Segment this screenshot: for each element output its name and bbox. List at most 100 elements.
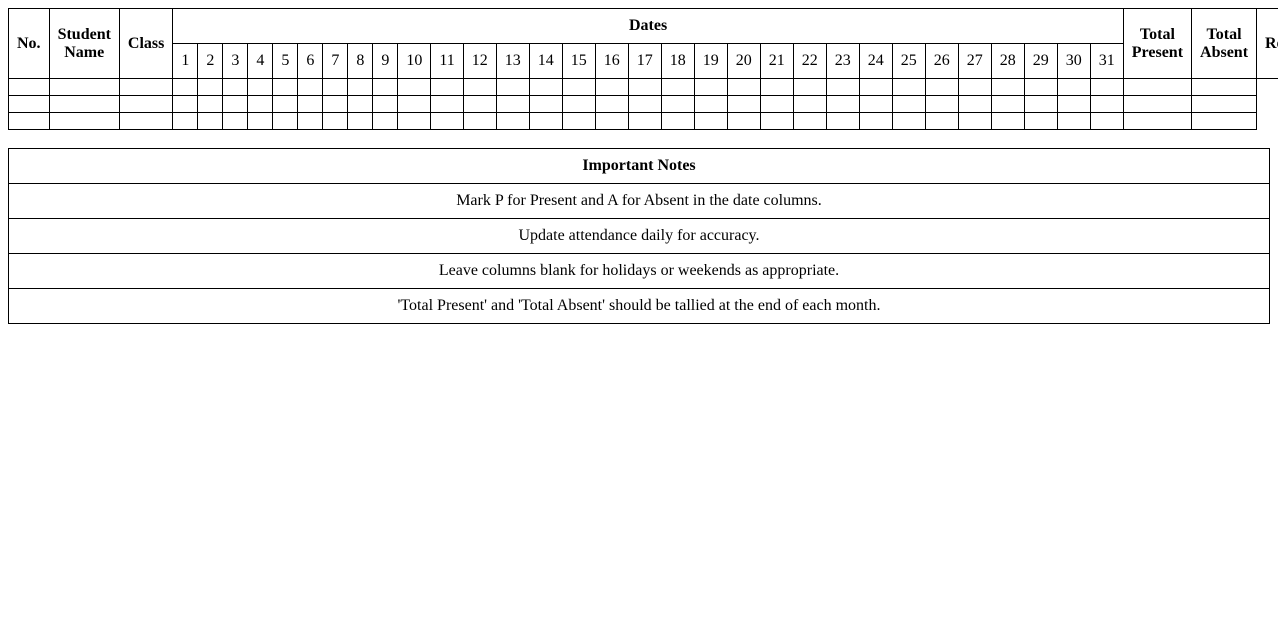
day-header: 8 xyxy=(347,43,374,79)
cell xyxy=(660,78,695,96)
cell xyxy=(48,78,120,96)
cell xyxy=(397,78,432,96)
attendance-body xyxy=(8,78,1278,130)
note-row: Mark P for Present and A for Absent in t… xyxy=(8,183,1270,219)
cell xyxy=(792,78,827,96)
cell xyxy=(957,95,992,113)
cell xyxy=(430,112,464,130)
header-dates: Dates xyxy=(172,8,1124,44)
cell xyxy=(594,78,629,96)
header-class: Class xyxy=(118,8,174,79)
cell xyxy=(759,78,794,96)
cell xyxy=(222,112,249,130)
cell xyxy=(48,95,120,113)
note-row: 'Total Present' and 'Total Absent' shoul… xyxy=(8,288,1270,324)
cell xyxy=(660,95,695,113)
cell xyxy=(627,78,662,96)
cell xyxy=(372,95,399,113)
cell xyxy=(372,112,399,130)
cell xyxy=(693,112,728,130)
notes-title: Important Notes xyxy=(8,148,1270,184)
cell xyxy=(1089,95,1124,113)
cell xyxy=(495,95,530,113)
header-total-absent: Total Absent xyxy=(1191,8,1258,79)
cell xyxy=(197,78,224,96)
cell xyxy=(990,78,1025,96)
day-header: 1 xyxy=(172,43,199,79)
header-student-name: Student Name xyxy=(48,8,120,79)
cell xyxy=(858,95,893,113)
cell xyxy=(430,95,464,113)
cell xyxy=(660,112,695,130)
day-header: 30 xyxy=(1056,43,1091,79)
cell xyxy=(858,78,893,96)
day-header: 11 xyxy=(430,43,464,79)
cell xyxy=(322,78,349,96)
cell xyxy=(924,78,959,96)
cell xyxy=(172,95,199,113)
day-header: 3 xyxy=(222,43,249,79)
student-row xyxy=(8,78,1278,96)
cell xyxy=(462,95,497,113)
day-header: 24 xyxy=(858,43,893,79)
cell xyxy=(891,95,926,113)
cell xyxy=(222,78,249,96)
cell xyxy=(528,95,563,113)
day-header: 20 xyxy=(726,43,761,79)
cell xyxy=(858,112,893,130)
cell xyxy=(957,112,992,130)
cell xyxy=(1056,112,1091,130)
cell xyxy=(693,95,728,113)
cell xyxy=(825,95,860,113)
note: Leave columns blank for holidays or week… xyxy=(8,253,1270,289)
cell xyxy=(495,112,530,130)
cell xyxy=(222,95,249,113)
day-header: 9 xyxy=(372,43,399,79)
header-total-present: Total Present xyxy=(1122,8,1193,79)
cell xyxy=(118,95,174,113)
day-header: 12 xyxy=(462,43,497,79)
cell xyxy=(561,78,596,96)
day-header: 18 xyxy=(660,43,695,79)
day-header: 15 xyxy=(561,43,596,79)
cell xyxy=(347,112,374,130)
cell xyxy=(495,78,530,96)
student-row xyxy=(8,112,1278,130)
cell xyxy=(726,112,761,130)
attendance-table: No. Student Name Class Dates Total Prese… xyxy=(8,8,1278,130)
cell xyxy=(990,95,1025,113)
cell xyxy=(297,78,324,96)
day-header: 10 xyxy=(397,43,432,79)
cell xyxy=(1023,112,1058,130)
cell xyxy=(627,112,662,130)
cell xyxy=(372,78,399,96)
cell xyxy=(8,112,50,130)
cell xyxy=(197,95,224,113)
note-row: Update attendance daily for accuracy. xyxy=(8,218,1270,254)
cell xyxy=(891,112,926,130)
cell xyxy=(247,78,274,96)
note: 'Total Present' and 'Total Absent' shoul… xyxy=(8,288,1270,324)
cell xyxy=(561,95,596,113)
note-row: Leave columns blank for holidays or week… xyxy=(8,253,1270,289)
cell xyxy=(397,112,432,130)
cell xyxy=(759,95,794,113)
cell xyxy=(726,95,761,113)
cell xyxy=(172,78,199,96)
note: Mark P for Present and A for Absent in t… xyxy=(8,183,1270,219)
cell xyxy=(1191,95,1258,113)
day-header: 14 xyxy=(528,43,563,79)
cell xyxy=(1122,78,1193,96)
day-header: 29 xyxy=(1023,43,1058,79)
header-no: No. xyxy=(8,8,50,79)
cell xyxy=(272,95,299,113)
header-remarks: Remarks xyxy=(1256,8,1278,79)
cell xyxy=(1191,78,1258,96)
cell xyxy=(1023,95,1058,113)
cell xyxy=(792,95,827,113)
cell xyxy=(759,112,794,130)
cell xyxy=(924,112,959,130)
cell xyxy=(891,78,926,96)
cell xyxy=(297,95,324,113)
cell xyxy=(1122,112,1193,130)
